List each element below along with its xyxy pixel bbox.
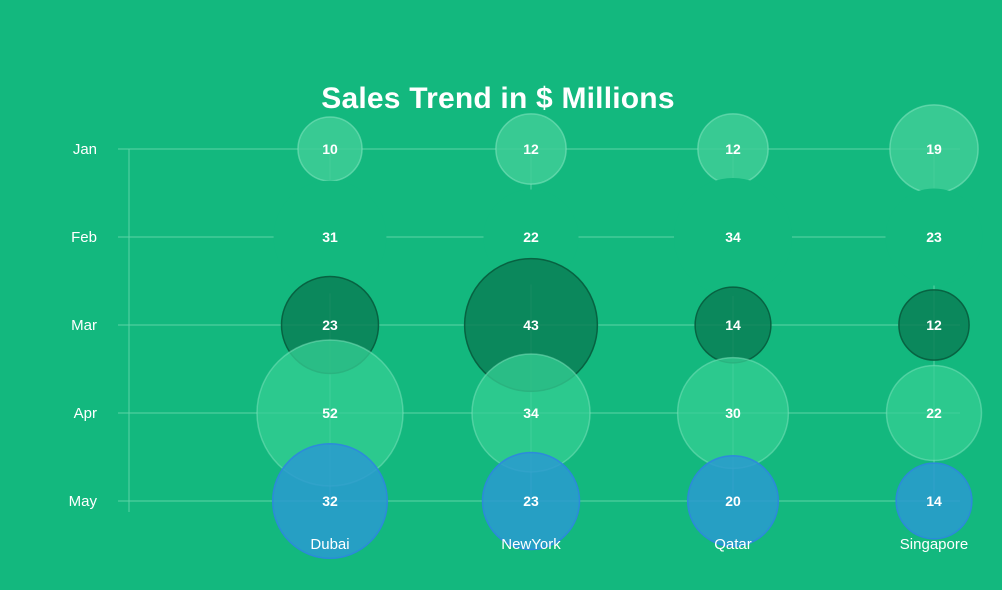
bubble-value-label: 31 — [322, 229, 338, 245]
bubble-apr-singapore — [885, 364, 983, 462]
bubble-feb-newyork — [483, 189, 579, 285]
bubble-value-label: 34 — [523, 405, 539, 421]
bubble-feb-qatar — [674, 178, 792, 296]
bubble-may-qatar — [686, 454, 780, 548]
bubble-value-label: 23 — [322, 317, 338, 333]
y-tick-label: May — [69, 493, 98, 510]
bubble-value-label: 23 — [523, 493, 539, 509]
bubble-value-label: 14 — [725, 317, 741, 333]
bubble-may-dubai — [271, 442, 389, 560]
bubble-value-label: 19 — [926, 141, 942, 157]
labels: Jan Feb Mar Apr May Dubai NewYork Qatar Singapor… — [69, 141, 969, 553]
bubble-value-label: 14 — [926, 493, 942, 509]
bubble-jan-newyork — [495, 113, 567, 185]
x-tick-label: Qatar — [714, 536, 752, 553]
bubble-value-label: 32 — [322, 493, 338, 509]
bubble-value-label: 34 — [725, 229, 741, 245]
bubble-value-label: 20 — [725, 493, 741, 509]
chart-title: Sales Trend in $ Millions — [321, 82, 675, 115]
x-tick-label: Dubai — [310, 536, 349, 553]
bubble-value-label: 12 — [725, 141, 741, 157]
bubble-value-label: 12 — [523, 141, 539, 157]
y-tick-label: Jan — [73, 141, 97, 158]
bubble-value-label: 30 — [725, 405, 741, 421]
bubble-may-newyork — [481, 451, 581, 551]
bubble-value-label: 12 — [926, 317, 942, 333]
bubble-value-label: 22 — [926, 405, 942, 421]
bubble-value-label: 52 — [322, 405, 338, 421]
bubble-value-label: 10 — [322, 141, 338, 157]
bubble-mar-singapore — [898, 289, 970, 361]
y-tick-label: Feb — [71, 229, 97, 246]
bubble-may-singapore — [895, 462, 973, 540]
bubble-value-label: 43 — [523, 317, 539, 333]
y-tick-label: Mar — [71, 317, 97, 334]
bubble-feb-dubai — [273, 180, 387, 294]
y-tick-label: Apr — [74, 405, 97, 422]
x-tick-label: Singapore — [900, 536, 968, 553]
bubble-value-label: 23 — [926, 229, 942, 245]
bubble-value-label: 22 — [523, 229, 539, 245]
bubble-feb-singapore — [885, 188, 983, 286]
x-tick-label: NewYork — [501, 536, 561, 553]
bubbles — [256, 104, 983, 560]
